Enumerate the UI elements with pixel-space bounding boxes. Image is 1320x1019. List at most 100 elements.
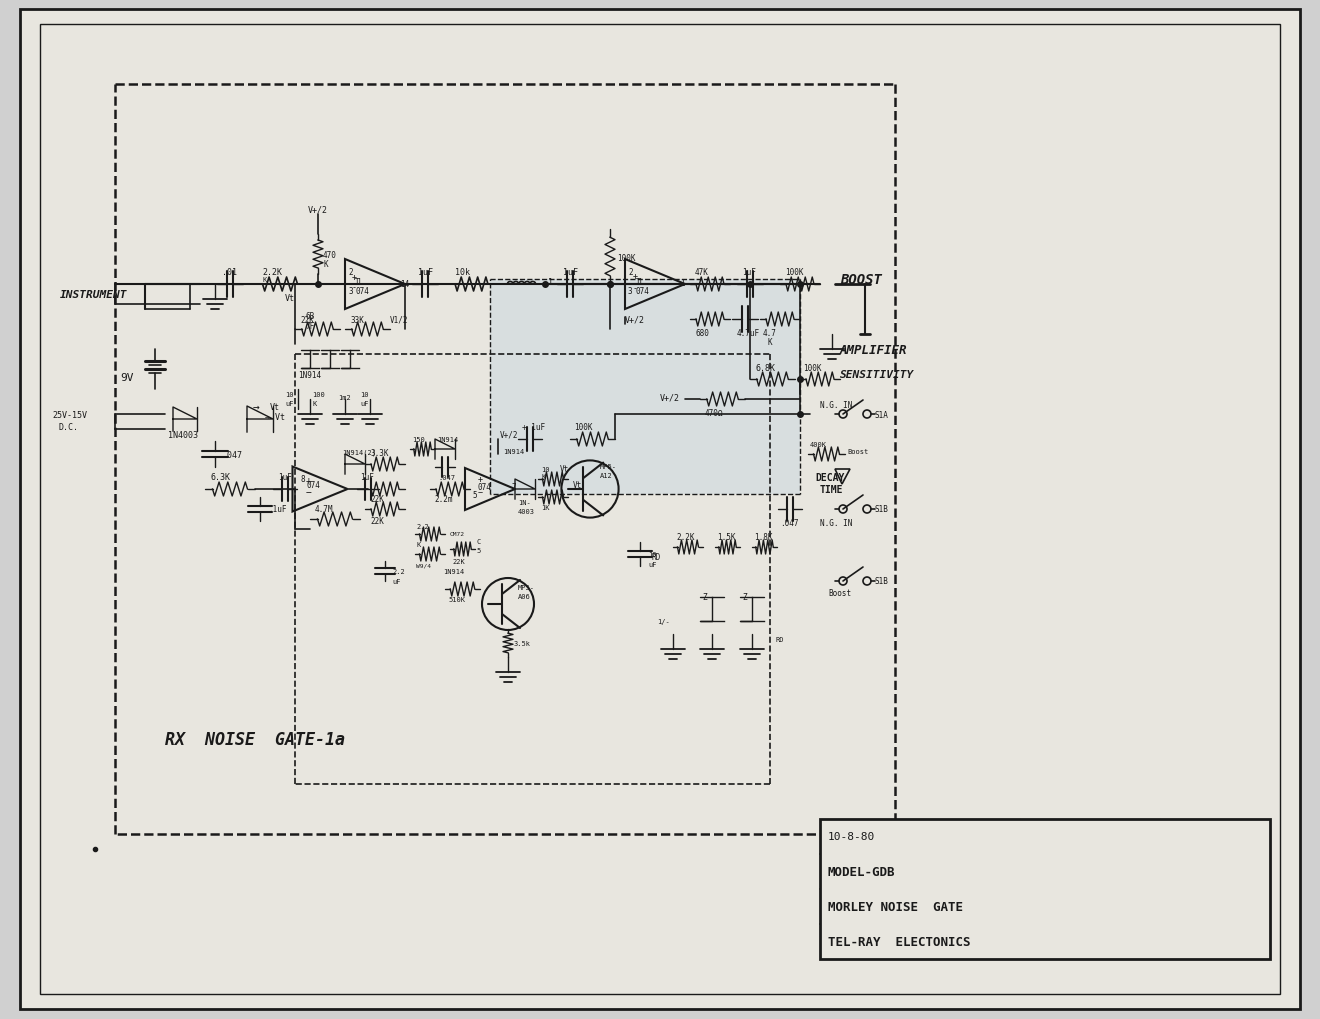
Text: 150: 150 [412,436,425,442]
Text: 10-8-80: 10-8-80 [828,832,875,842]
Text: 2.2: 2.2 [392,569,405,575]
Text: 3: 3 [348,286,352,296]
Text: +: + [352,272,356,281]
Text: .047: .047 [222,450,242,459]
Text: 4.7uF: 4.7uF [737,328,760,337]
Text: 10: 10 [541,467,549,473]
Text: .1uF: .1uF [268,505,286,514]
Text: 1N914(2): 1N914(2) [342,449,376,455]
Text: uF: uF [360,400,368,407]
Text: D.C.: D.C. [58,423,78,432]
Text: RD: RD [651,552,660,560]
Text: CM72: CM72 [450,532,465,537]
Text: 1: 1 [680,278,685,287]
Text: Boost: Boost [828,589,851,598]
Text: V+/2: V+/2 [308,205,327,214]
Text: K: K [312,400,317,407]
Text: uF: uF [285,400,293,407]
Text: 47K: 47K [696,267,709,276]
Text: K: K [261,277,267,282]
Text: 22K: 22K [451,558,465,565]
Text: S1A: S1A [875,410,888,419]
Text: 100K: 100K [803,363,821,372]
Text: MP5-: MP5- [517,585,535,590]
Text: Vt: Vt [573,480,582,489]
Text: 25V-15V: 25V-15V [51,410,87,419]
Text: 2.2: 2.2 [416,524,429,530]
Text: 7F: 7F [305,321,314,330]
Text: 470: 470 [323,251,337,259]
Text: RX  NOISE  GATE-1a: RX NOISE GATE-1a [165,731,345,748]
Bar [820,819,1270,959]
Text: 1uF: 1uF [279,473,292,482]
Text: 074: 074 [306,481,319,490]
Text: 14: 14 [400,279,409,288]
Text: 4.7M: 4.7M [315,505,334,514]
Text: 10: 10 [648,551,656,557]
Text: 100K: 100K [574,423,593,432]
Text: 1/-: 1/- [657,619,669,625]
Text: 2: 2 [628,267,632,276]
Text: V+/2: V+/2 [500,430,519,439]
Text: Z: Z [702,593,706,602]
Text: 6.3K: 6.3K [210,473,230,482]
Text: 074: 074 [355,286,368,296]
Text: 1uF: 1uF [742,267,756,276]
Text: K: K [768,337,772,346]
Text: 3.3K: 3.3K [370,448,388,458]
Text: .047: .047 [780,518,799,527]
Text: 2: 2 [348,267,352,276]
Text: 100: 100 [312,391,325,397]
Text: 9V: 9V [120,373,133,382]
Text: 2.2K: 2.2K [261,267,282,276]
Text: 3.5k: 3.5k [513,640,531,646]
Text: + 1uF: + 1uF [521,423,545,432]
Text: 6B: 6B [305,311,314,320]
Text: K: K [541,474,545,480]
Text: Vt: Vt [560,465,569,474]
Text: 680: 680 [696,328,709,337]
Text: 1m2: 1m2 [338,394,351,400]
Text: 1.8K: 1.8K [754,532,772,541]
Text: K: K [416,541,420,547]
Text: 1: 1 [548,277,553,286]
Text: 22K: 22K [300,315,314,324]
Text: 10: 10 [360,391,368,397]
Text: 1N914: 1N914 [437,436,458,442]
Text: 33K: 33K [350,315,364,324]
Text: →: → [253,403,260,413]
Text: 7: 7 [511,482,516,491]
Text: → Vt: → Vt [265,413,285,422]
Text: MP5-: MP5- [601,464,616,470]
Text: 074: 074 [477,482,491,491]
Text: 6.8K: 6.8K [755,363,775,372]
Text: 3: 3 [628,286,632,296]
Text: 10: 10 [285,391,293,397]
Text: S1B: S1B [875,577,888,586]
Text: 1.5K: 1.5K [717,532,735,541]
Text: DECAY: DECAY [814,473,845,483]
Text: 2.2K: 2.2K [676,532,694,541]
Text: A12: A12 [601,473,612,479]
Text: TL: TL [636,277,645,286]
Text: +: + [634,271,638,280]
Text: K: K [323,259,327,268]
Text: TEL-RAY  ELECTONICS: TEL-RAY ELECTONICS [828,935,970,948]
Text: -: - [634,284,638,293]
Text: Boost: Boost [847,448,869,454]
Text: 2.2m: 2.2m [434,495,453,504]
Text: MODEL-GDB: MODEL-GDB [828,865,895,878]
Text: 10k: 10k [455,267,470,276]
Text: 1N914: 1N914 [444,569,465,575]
Text: N.G. IN: N.G. IN [820,518,853,527]
Text: +: + [478,475,483,484]
Text: BOOST: BOOST [840,273,882,286]
Text: V+/2: V+/2 [660,393,680,403]
Text: +: + [306,476,312,485]
Text: C: C [477,538,480,544]
Text: uF: uF [648,561,656,568]
Text: 1N914: 1N914 [503,448,524,454]
Text: V1/2: V1/2 [389,315,408,324]
Text: 074: 074 [636,286,649,296]
Text: 470Ω: 470Ω [705,408,723,417]
